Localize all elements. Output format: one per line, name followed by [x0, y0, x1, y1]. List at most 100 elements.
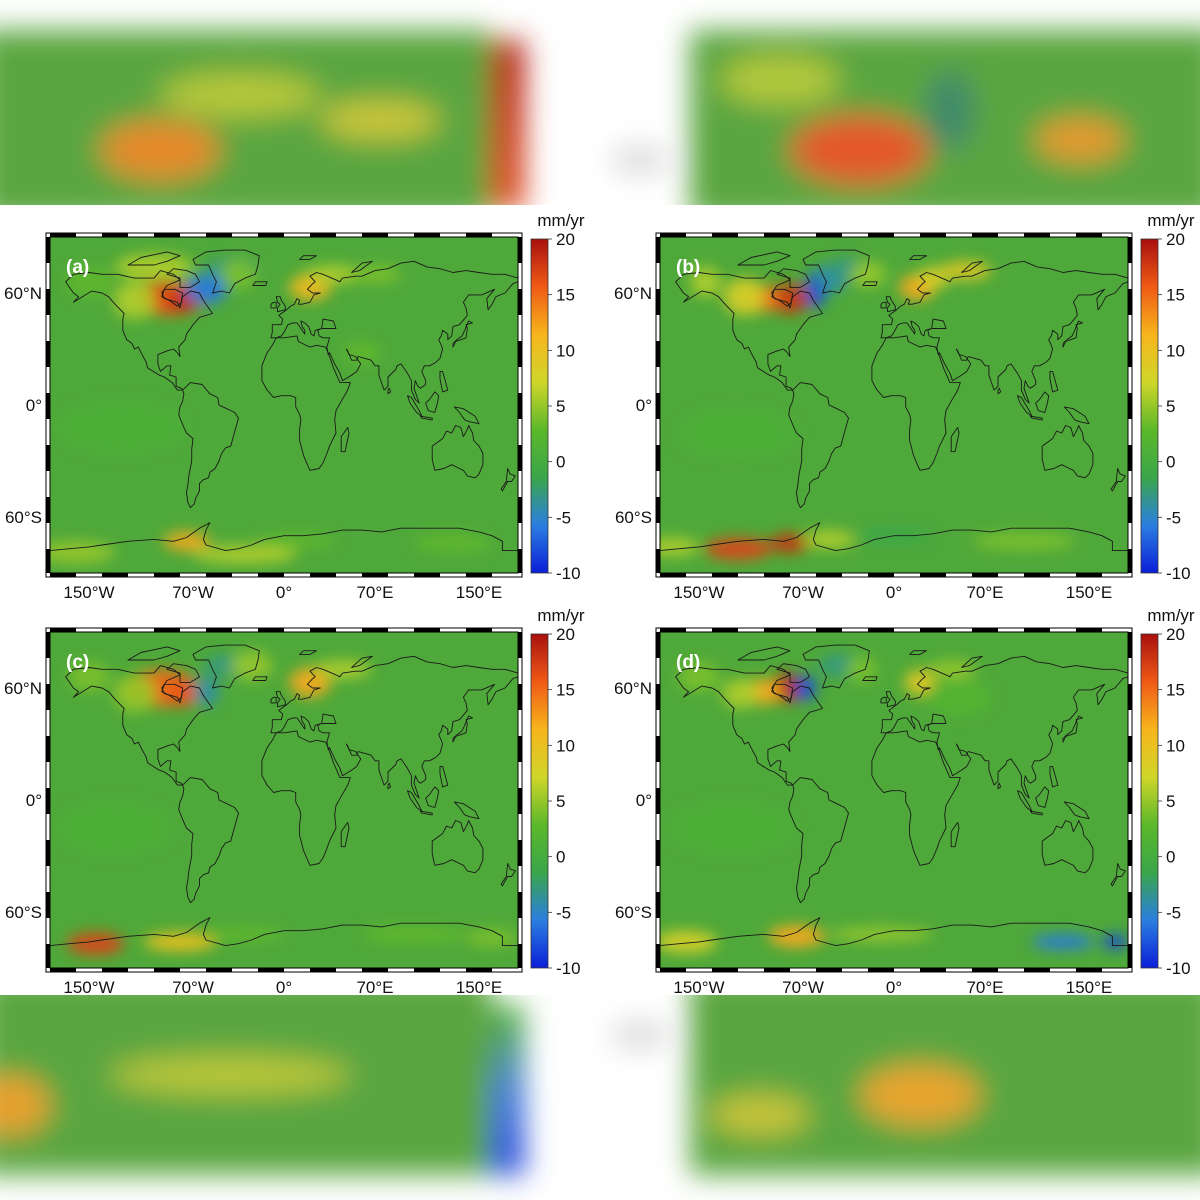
coastline-hudsonBay [161, 683, 184, 702]
lon-label: 70°E [966, 583, 1003, 600]
colorbar-tick-label: 0 [556, 453, 565, 472]
colorbar-tick-label: 0 [1166, 453, 1175, 472]
coastline-japan [452, 320, 473, 348]
coastline-japan [1062, 715, 1083, 743]
lat-label: 0° [26, 396, 42, 415]
coastline-borneo [425, 391, 440, 413]
coastline-australia [1041, 425, 1094, 479]
anomaly-blob [113, 674, 156, 713]
lon-label: 70°W [172, 583, 214, 600]
coastline-japan [452, 715, 473, 743]
coastline-uk [275, 296, 286, 313]
anomaly-blob [362, 925, 466, 944]
coastline-java [420, 415, 433, 421]
colorbar-tick-label: -10 [1166, 564, 1191, 583]
coastline-hudsonBay [161, 288, 184, 307]
anomaly-blob [343, 341, 381, 364]
coastline-southAmerica [788, 382, 849, 509]
coastline-newGuinea [1063, 406, 1090, 425]
coastline-ireland [880, 301, 887, 309]
lat-label: 0° [26, 791, 42, 810]
coastline-greenland [802, 249, 870, 294]
anomaly-blob [304, 265, 362, 284]
coastline-arcticIsles [127, 251, 181, 266]
colorbar-tick-label: -5 [1166, 508, 1181, 527]
coastline-borneo [1035, 786, 1050, 808]
coastline-baffin [776, 663, 810, 683]
coastline-novaya [351, 260, 373, 273]
colorbar-unit: mm/yr [537, 211, 585, 230]
colorbar-unit: mm/yr [537, 606, 585, 625]
coastline-borneo [425, 786, 440, 808]
map-panel-b: (b) 60°N 0° 60°S 150°W 70°W 0° 70°E 150°E 20 15 10 5… [610, 205, 1200, 600]
anomaly-blob [414, 533, 492, 553]
colorbar-tick-label: 10 [556, 736, 575, 755]
coastline-newGuinea [453, 801, 480, 820]
colorbar-unit: mm/yr [1147, 606, 1195, 625]
anomaly-blob [1102, 934, 1128, 950]
anomaly-blob [845, 656, 878, 683]
map-panel-d: (d) 60°N 0° 60°S 150°W 70°W 0° 70°E 150°E 20 15 10 5… [610, 600, 1200, 995]
map-frame [45, 232, 523, 578]
coastline-java [420, 810, 433, 816]
coastline-australia [431, 820, 484, 874]
colorbar-tick-label: 20 [1166, 230, 1185, 249]
anomaly-blob [185, 274, 227, 305]
colorbar-tick-label: -10 [556, 564, 581, 583]
coastline-madagascar [950, 821, 960, 848]
coastline-eurasia [880, 260, 1128, 404]
map-field [50, 632, 518, 968]
colorbar: 20 15 10 5 0 -5 -10 [530, 230, 581, 583]
coastline-newZealand [1110, 468, 1126, 492]
coastline-borneo [1035, 391, 1050, 413]
anomaly-blob [722, 678, 759, 709]
anomaly-blob [349, 265, 401, 284]
coastline-southAmerica [788, 777, 849, 904]
coastline-arcticIsles [127, 646, 181, 661]
lat-label: 60°N [4, 284, 42, 303]
map-field [660, 237, 1128, 573]
anomaly-blob [113, 281, 156, 320]
map-frame [45, 627, 523, 973]
anomaly-blob [163, 531, 210, 551]
lon-label: 0° [886, 978, 902, 995]
anomaly-blob [220, 259, 257, 290]
coastline-sriLanka [387, 782, 392, 790]
colorbar-tick-label: 20 [1166, 625, 1185, 644]
coastline-svalbard [909, 650, 927, 655]
colorbar-tick-label: -5 [556, 508, 571, 527]
colorbar-tick-label: 5 [556, 792, 565, 811]
coastline-antarctica [660, 522, 1128, 562]
coastline-newZealand [1110, 863, 1126, 887]
lat-label: 60°N [614, 284, 652, 303]
coastline-uk [885, 296, 896, 313]
coastline-greenland [192, 249, 260, 294]
coastline-ireland [270, 696, 277, 704]
coastline-newGuinea [1063, 801, 1090, 820]
lon-label: 0° [276, 978, 292, 995]
anomaly-blob [660, 930, 718, 954]
lat-label: 60°N [4, 679, 42, 698]
colorbar: 20 15 10 5 0 -5 -10 [530, 625, 581, 978]
coastline-ireland [270, 301, 277, 309]
panel-tag: (c) [66, 652, 89, 673]
anomaly-blob [939, 261, 992, 280]
anomaly-blob [56, 401, 187, 454]
lon-label: 150°W [673, 583, 724, 600]
coastline-newGuinea [453, 406, 480, 425]
coastline-baffin [166, 268, 200, 288]
coastline-sriLanka [997, 782, 1002, 790]
coastline-africa [261, 335, 351, 471]
anomaly-blob [50, 541, 115, 564]
lat-label: 60°S [615, 508, 652, 527]
map-field [50, 237, 518, 573]
anomaly-blob [972, 531, 1076, 551]
coastline-southAmerica [178, 382, 239, 509]
lat-label: 60°N [614, 679, 652, 698]
coastline-java [1030, 810, 1043, 816]
lon-label: 70°E [356, 583, 393, 600]
colorbar-tick-label: -5 [1166, 903, 1181, 922]
coastline-eurasia [880, 655, 1128, 799]
lat-label: 60°S [5, 903, 42, 922]
coastline-africa [871, 730, 961, 866]
